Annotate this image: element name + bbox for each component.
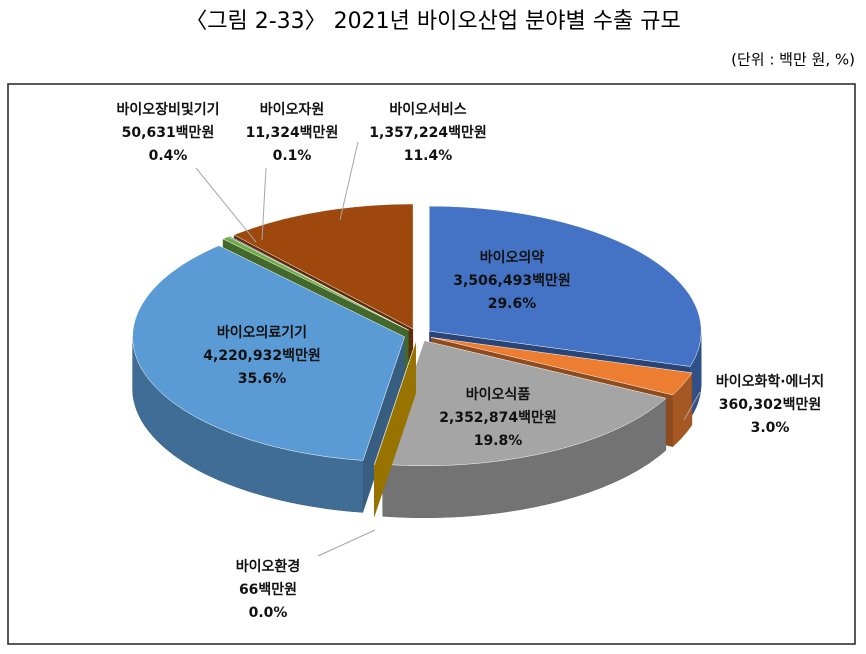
slice-label: 바이오장비및기기 bbox=[116, 101, 219, 118]
slice-label: 바이오화학·에너지 bbox=[716, 373, 824, 390]
share-label: 19.8% bbox=[474, 433, 523, 449]
leader-line bbox=[339, 141, 359, 221]
value-label: 50,631백만원 bbox=[122, 125, 215, 141]
labels: 바이오의약 3,506,493백만원 29.6% 바이오화학·에너지 360,302백만… bbox=[116, 101, 824, 621]
leader-line bbox=[195, 167, 257, 243]
share-label: 35.6% bbox=[238, 371, 287, 387]
value-label: 360,302백만원 bbox=[719, 397, 821, 413]
leader-line bbox=[317, 529, 376, 557]
slice bbox=[222, 236, 409, 331]
chart-frame bbox=[7, 83, 856, 645]
share-label: 11.4% bbox=[404, 148, 453, 164]
leader-line bbox=[683, 391, 701, 421]
value-label: 66백만원 bbox=[239, 582, 297, 598]
slice bbox=[428, 205, 702, 367]
slice-label: 바이오자원 bbox=[260, 101, 324, 118]
value-label: 3,506,493백만원 bbox=[453, 273, 570, 289]
pie bbox=[132, 203, 702, 518]
value-label: 1,357,224백만원 bbox=[369, 125, 486, 141]
share-label: 0.1% bbox=[273, 148, 312, 164]
slice-label: 바이오서비스 bbox=[389, 101, 466, 118]
slice-label: 바이오식품 bbox=[466, 386, 531, 403]
leader-line bbox=[261, 167, 267, 241]
value-label: 2,352,874백만원 bbox=[439, 410, 556, 426]
value-label: 11,324백만원 bbox=[246, 125, 339, 141]
value-label: 4,220,932백만원 bbox=[203, 348, 320, 364]
share-label: 0.0% bbox=[249, 605, 288, 621]
slice-label: 바이오환경 bbox=[236, 558, 300, 575]
unit-note: (단위 : 백만 원, %) bbox=[731, 51, 855, 69]
share-label: 0.4% bbox=[149, 148, 188, 164]
slice-label: 바이오의료기기 bbox=[217, 324, 307, 341]
slice bbox=[233, 203, 414, 330]
share-label: 29.6% bbox=[488, 296, 537, 312]
slice-label: 바이오의약 bbox=[480, 249, 545, 266]
slice bbox=[430, 337, 693, 396]
slice bbox=[382, 340, 667, 466]
share-label: 3.0% bbox=[751, 420, 790, 436]
chart-title: 〈그림 2-33〉 2021년 바이오산업 분야별 수출 규모 bbox=[185, 9, 680, 34]
slice-side bbox=[374, 341, 416, 517]
slice bbox=[374, 341, 417, 465]
slice bbox=[132, 245, 405, 461]
